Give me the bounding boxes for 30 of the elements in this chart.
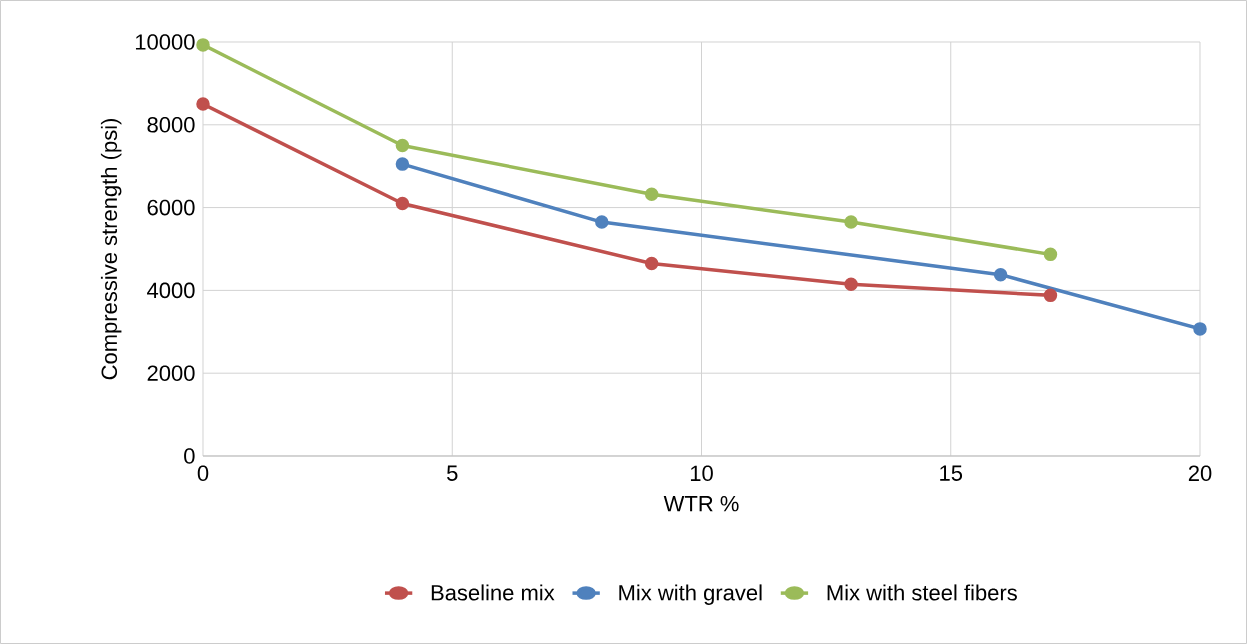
point xyxy=(595,215,609,229)
x-axis-title: WTR % xyxy=(663,495,739,512)
x-tick-label: 10 xyxy=(690,465,713,482)
y-tick-label: 8000 xyxy=(147,116,195,133)
x-tick-label: 0 xyxy=(197,465,209,482)
legend-label: Mix with steel fibers xyxy=(827,584,1017,601)
x-tick-label: 15 xyxy=(940,465,963,481)
point xyxy=(196,38,210,52)
point xyxy=(1043,247,1058,262)
point xyxy=(844,215,858,229)
legend-label: Baseline mix xyxy=(431,584,555,601)
y-axis-title: Compressive strength (psi) xyxy=(100,118,122,380)
x-tick-label: 5 xyxy=(447,465,458,481)
y-tick-label: 4000 xyxy=(147,282,195,299)
point xyxy=(395,138,410,153)
point xyxy=(395,157,410,171)
point xyxy=(644,187,659,202)
point xyxy=(844,277,858,291)
y-tick-label: 0 xyxy=(184,448,195,464)
x-tick-label: 20 xyxy=(1188,465,1212,482)
point xyxy=(395,196,410,211)
legend-label: Mix with gravel xyxy=(619,584,762,605)
point xyxy=(1043,288,1058,303)
y-tick-label: 6000 xyxy=(147,199,195,216)
y-tick-label: 2000 xyxy=(147,365,195,381)
point xyxy=(196,97,210,111)
point xyxy=(993,267,1008,282)
y-tick-label: 10000 xyxy=(135,34,195,50)
point xyxy=(1193,322,1207,336)
point xyxy=(644,256,659,271)
